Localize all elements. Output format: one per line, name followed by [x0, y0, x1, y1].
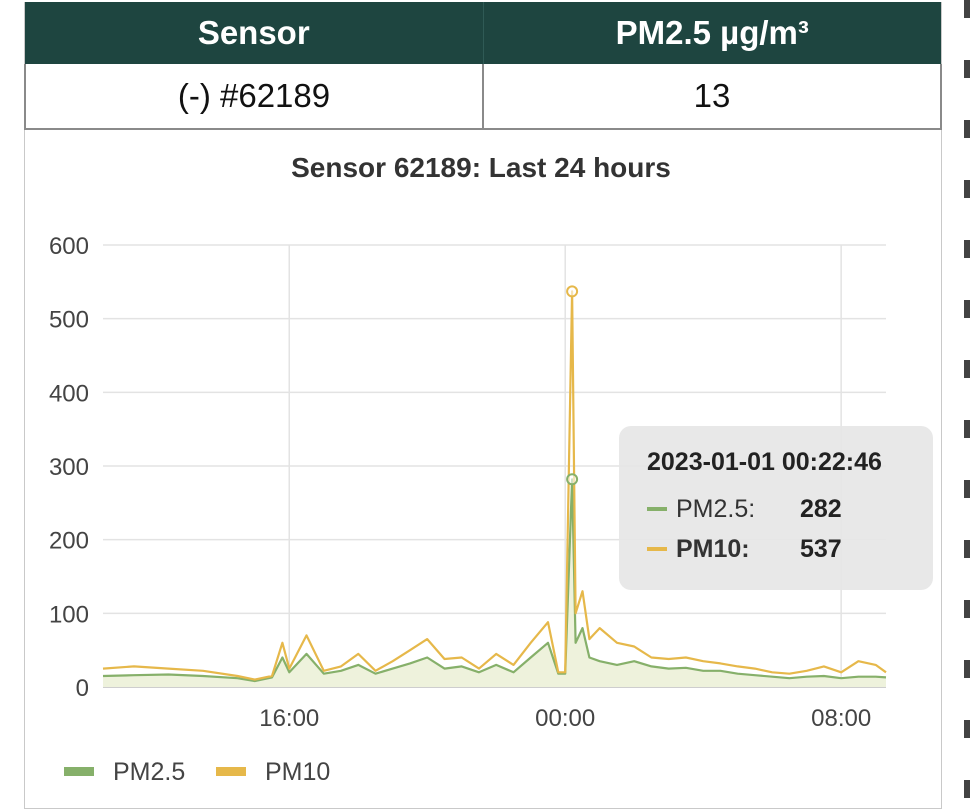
y-tick-label: 600	[49, 233, 89, 260]
legend-label: PM2.5	[113, 758, 185, 786]
table-header-row: Sensor PM2.5 µg/m³	[25, 2, 941, 64]
x-tick-label: 08:00	[811, 705, 871, 732]
scrollbar-edge	[964, 0, 970, 811]
series-line-pm10[interactable]	[102, 290, 887, 681]
y-tick-label: 300	[49, 454, 89, 481]
y-tick-label: 400	[49, 380, 89, 407]
cell-pm25-value: 13	[482, 64, 942, 130]
sensor-table: Sensor PM2.5 µg/m³ (-) #62189 13	[24, 2, 942, 130]
y-tick-label: 0	[76, 675, 89, 702]
y-tick-label: 200	[49, 528, 89, 555]
tooltip-label: PM2.5:	[676, 495, 755, 523]
header-pm25[interactable]: PM2.5 µg/m³	[483, 2, 941, 64]
header-sensor[interactable]: Sensor	[25, 2, 484, 64]
table-row[interactable]: (-) #62189 13	[24, 64, 942, 130]
tooltip-timestamp: 2023-01-01 00:22:46	[647, 448, 882, 476]
y-tick-label: 100	[49, 601, 89, 628]
legend-swatch[interactable]	[64, 767, 94, 776]
y-tick-label: 500	[49, 307, 89, 334]
tooltip-value: 537	[800, 535, 842, 563]
legend-label: PM10	[265, 758, 330, 786]
x-tick-label: 16:00	[259, 705, 319, 732]
tooltip-label: PM10:	[676, 535, 750, 563]
series-line-pm25[interactable]	[102, 478, 887, 683]
tooltip-value: 282	[800, 495, 842, 523]
cell-sensor-id: (-) #62189	[24, 64, 484, 130]
tooltip-box	[619, 426, 933, 590]
chart-title: Sensor 62189: Last 24 hours	[291, 152, 671, 183]
legend-swatch[interactable]	[216, 767, 246, 776]
highlight-point-pm25[interactable]	[566, 473, 579, 486]
highlight-point-pm10[interactable]	[566, 285, 579, 298]
x-tick-label: 00:00	[535, 705, 595, 732]
